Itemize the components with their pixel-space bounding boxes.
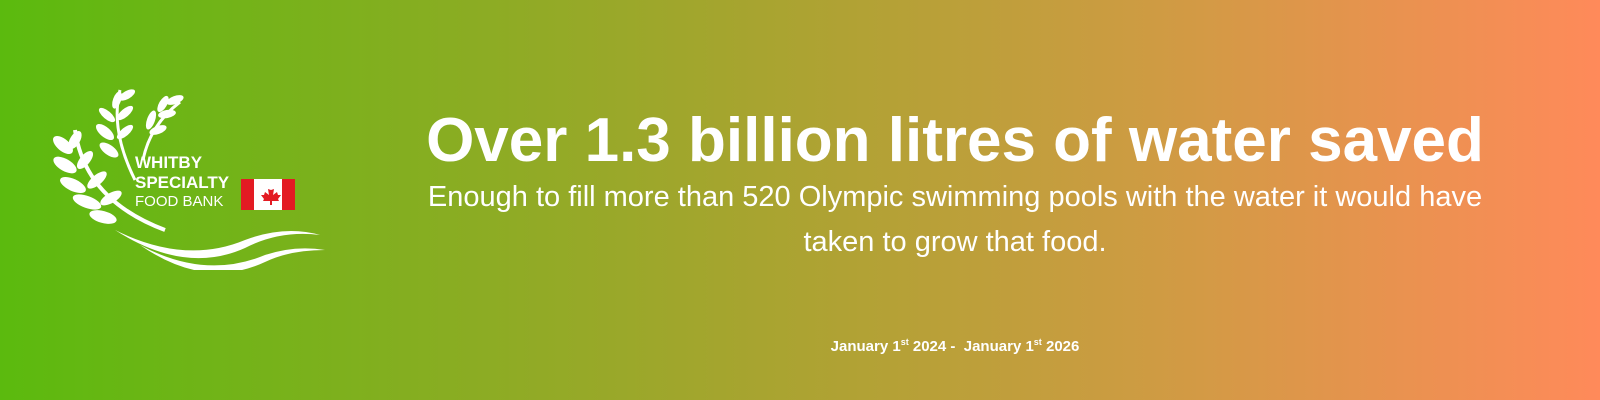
logo-line: SPECIALTY (135, 173, 230, 192)
subtext: Enough to fill more than 520 Olympic swi… (330, 175, 1580, 265)
date-text: 2026 (1041, 338, 1080, 355)
waves (115, 230, 325, 270)
date-suffix: st (900, 337, 909, 347)
date-range: January 1st 2024 - January 1st 2026 (340, 337, 1570, 355)
logo-line: WHITBY (135, 153, 203, 172)
date-text: January 1 (830, 338, 901, 355)
canada-flag (241, 179, 295, 210)
logo: WHITBY SPECIALTY FOOD BANK (53, 89, 325, 270)
date-text: 2024 - (908, 338, 960, 355)
wheat (53, 89, 184, 232)
logo-line: FOOD BANK (135, 193, 223, 210)
date-suffix: st (1033, 337, 1042, 347)
date-text: January 1 (963, 338, 1034, 355)
subtext-line: Enough to fill more than 520 Olympic swi… (427, 181, 1483, 213)
headline: Over 1.3 billion litres of water saved (426, 106, 1484, 175)
subtext-line: taken to grow that food. (803, 226, 1107, 258)
